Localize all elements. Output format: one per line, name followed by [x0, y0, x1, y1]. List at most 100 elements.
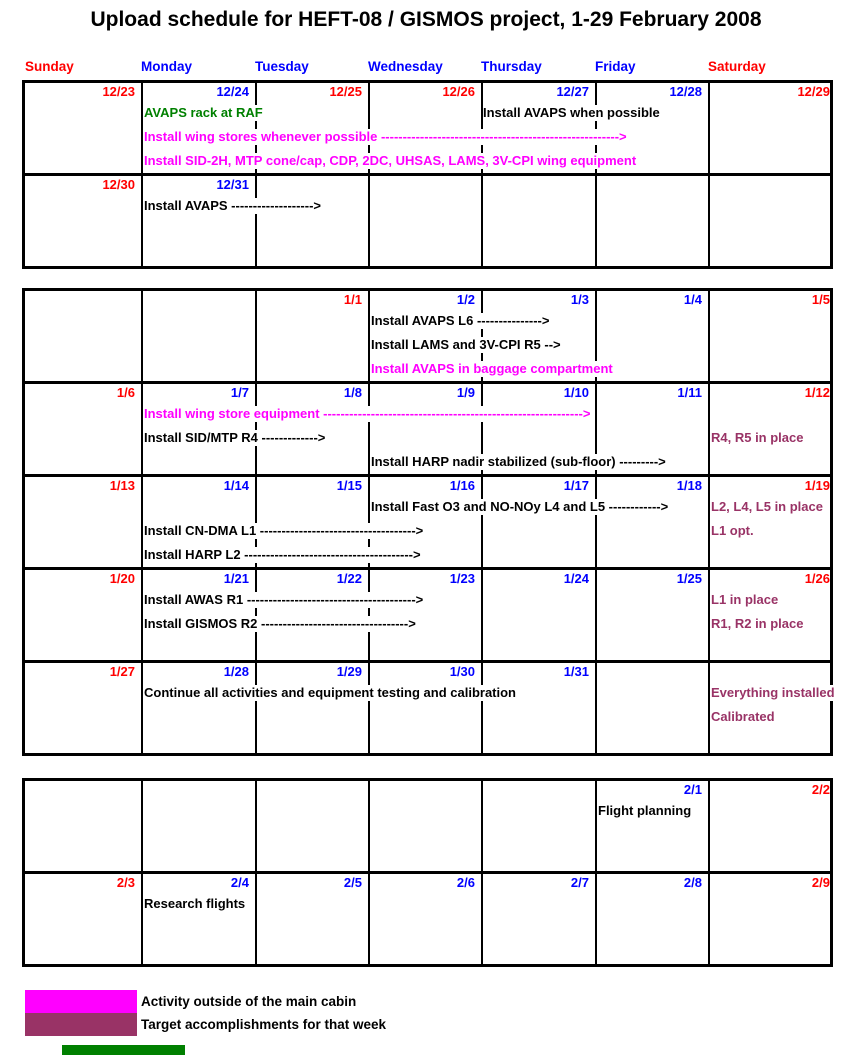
activity-text: Install LAMS and 3V-CPI R5 -->: [371, 337, 562, 353]
activity-text: Install Fast O3 and NO-NOy L4 and L5 ---…: [371, 499, 670, 515]
week-row: 1/20 1/21 1/22 1/23 1/24 1/25 1/26 Install AWAS…: [25, 567, 830, 660]
date-1-16: 1/16: [449, 478, 475, 493]
column-divider: [141, 663, 143, 753]
date-1-11: 1/11: [677, 385, 702, 400]
week-row: 2/1 2/2 Flight planning: [25, 781, 830, 871]
day-header-wednesday: Wednesday: [368, 59, 443, 74]
column-divider: [708, 663, 710, 753]
column-divider: [368, 384, 370, 474]
column-divider: [141, 570, 143, 660]
column-divider: [255, 570, 257, 660]
date-12-25: 12/25: [329, 84, 362, 99]
activity-text: Continue all activities and equipment te…: [144, 685, 517, 701]
activity-text: Install SID-2H, MTP cone/cap, CDP, 2DC, …: [144, 153, 638, 169]
calendar-table-1: 12/23 12/24 12/25 12/26 12/27 12/28 12/29 AVAPS…: [22, 80, 833, 269]
date-12-27: 12/27: [556, 84, 589, 99]
activity-text: Install AVAPS in baggage compartment: [371, 361, 614, 377]
page-title: Upload schedule for HEFT-08 / GISMOS pro…: [90, 8, 762, 31]
activity-text: Install GISMOS R2 ----------------------…: [144, 616, 417, 632]
legend-item: Activity outside of the main cabin: [25, 990, 386, 1013]
date-1-9: 1/9: [456, 385, 475, 400]
column-divider: [368, 291, 370, 381]
column-divider: [368, 477, 370, 567]
date-1-2: 1/2: [456, 292, 475, 307]
date-12-28: 12/28: [669, 84, 702, 99]
column-divider: [481, 477, 483, 567]
day-header-monday: Monday: [141, 59, 193, 74]
activity-text: Install wing store equipment -----------…: [144, 406, 592, 422]
date-12-29: 12/29: [797, 84, 830, 99]
activity-text: Install HARP nadir stabilized (sub-floor…: [371, 454, 667, 470]
activity-text: Install AVAPS ------------------->: [144, 198, 323, 214]
date-1-7: 1/7: [230, 385, 249, 400]
activity-text: Install SID/MTP R4 ------------->: [144, 430, 327, 446]
calendar-table-3: 2/1 2/2 Flight planning 2/3 2/4 2/5 2/6 2/7 2/8 2…: [22, 778, 833, 967]
date-1-3: 1/3: [570, 292, 589, 307]
date-1-28: 1/28: [223, 664, 249, 679]
date-1-22: 1/22: [336, 571, 362, 586]
date-12-23: 12/23: [102, 84, 135, 99]
date-12-26: 12/26: [442, 84, 475, 99]
column-divider: [708, 384, 710, 474]
date-1-14: 1/14: [223, 478, 249, 493]
column-divider: [368, 83, 370, 173]
legend-swatch: [25, 990, 137, 1013]
date-1-19: 1/19: [804, 478, 830, 493]
date-1-25: 1/25: [676, 571, 702, 586]
column-divider: [255, 477, 257, 567]
legend-label: Target accomplishments for that week: [141, 1017, 387, 1032]
date-1-27: 1/27: [109, 664, 135, 679]
date-2-1: 2/1: [683, 782, 702, 797]
activity-text: Install HARP L2 ------------------------…: [144, 547, 422, 563]
column-divider: [255, 176, 257, 266]
date-2-2: 2/2: [811, 782, 830, 797]
column-divider: [708, 291, 710, 381]
column-divider: [141, 291, 143, 381]
activity-text: Install AWAS R1 ------------------------…: [144, 592, 425, 608]
column-divider: [141, 384, 143, 474]
date-1-24: 1/24: [563, 571, 589, 586]
date-1-6: 1/6: [116, 385, 135, 400]
date-1-5: 1/5: [811, 292, 830, 307]
partial-legend-swatch: [62, 1045, 185, 1055]
date-12-30: 12/30: [102, 177, 135, 192]
calendar-table-2: 1/1 1/2 1/3 1/4 1/5 Install AVAPS L6 --------…: [22, 288, 836, 756]
activity-text: R4, R5 in place: [711, 430, 805, 446]
legend-swatch: [25, 1013, 137, 1036]
column-divider: [255, 874, 257, 964]
activity-text: Install AVAPS L6 --------------->: [371, 313, 551, 329]
date-1-10: 1/10: [563, 385, 589, 400]
date-1-18: 1/18: [676, 478, 702, 493]
column-divider: [595, 176, 597, 266]
column-divider: [141, 477, 143, 567]
column-divider: [255, 384, 257, 474]
column-divider: [708, 83, 710, 173]
column-divider: [481, 291, 483, 381]
date-1-20: 1/20: [109, 571, 135, 586]
date-2-7: 2/7: [570, 875, 589, 890]
date-2-3: 2/3: [116, 875, 135, 890]
legend-item: Target accomplishments for that week: [25, 1013, 386, 1036]
column-divider: [141, 83, 143, 173]
column-divider: [255, 83, 257, 173]
column-divider: [141, 176, 143, 266]
column-divider: [368, 874, 370, 964]
activity-text: L1 in place: [711, 592, 780, 608]
column-divider: [141, 874, 143, 964]
date-1-30: 1/30: [449, 664, 475, 679]
date-1-17: 1/17: [563, 478, 589, 493]
date-1-4: 1/4: [683, 292, 702, 307]
column-divider: [708, 176, 710, 266]
column-divider: [481, 384, 483, 474]
activity-text: Install wing stores whenever possible --…: [144, 129, 628, 145]
activity-text: Install AVAPS when possible: [483, 105, 661, 121]
date-2-8: 2/8: [683, 875, 702, 890]
date-1-1: 1/1: [343, 292, 362, 307]
date-1-8: 1/8: [343, 385, 362, 400]
column-divider: [708, 477, 710, 567]
column-divider: [481, 663, 483, 753]
column-divider: [481, 83, 483, 173]
week-row: 2/3 2/4 2/5 2/6 2/7 2/8 2/9 Research flights: [25, 871, 830, 964]
activity-text: Calibrated: [711, 709, 776, 725]
